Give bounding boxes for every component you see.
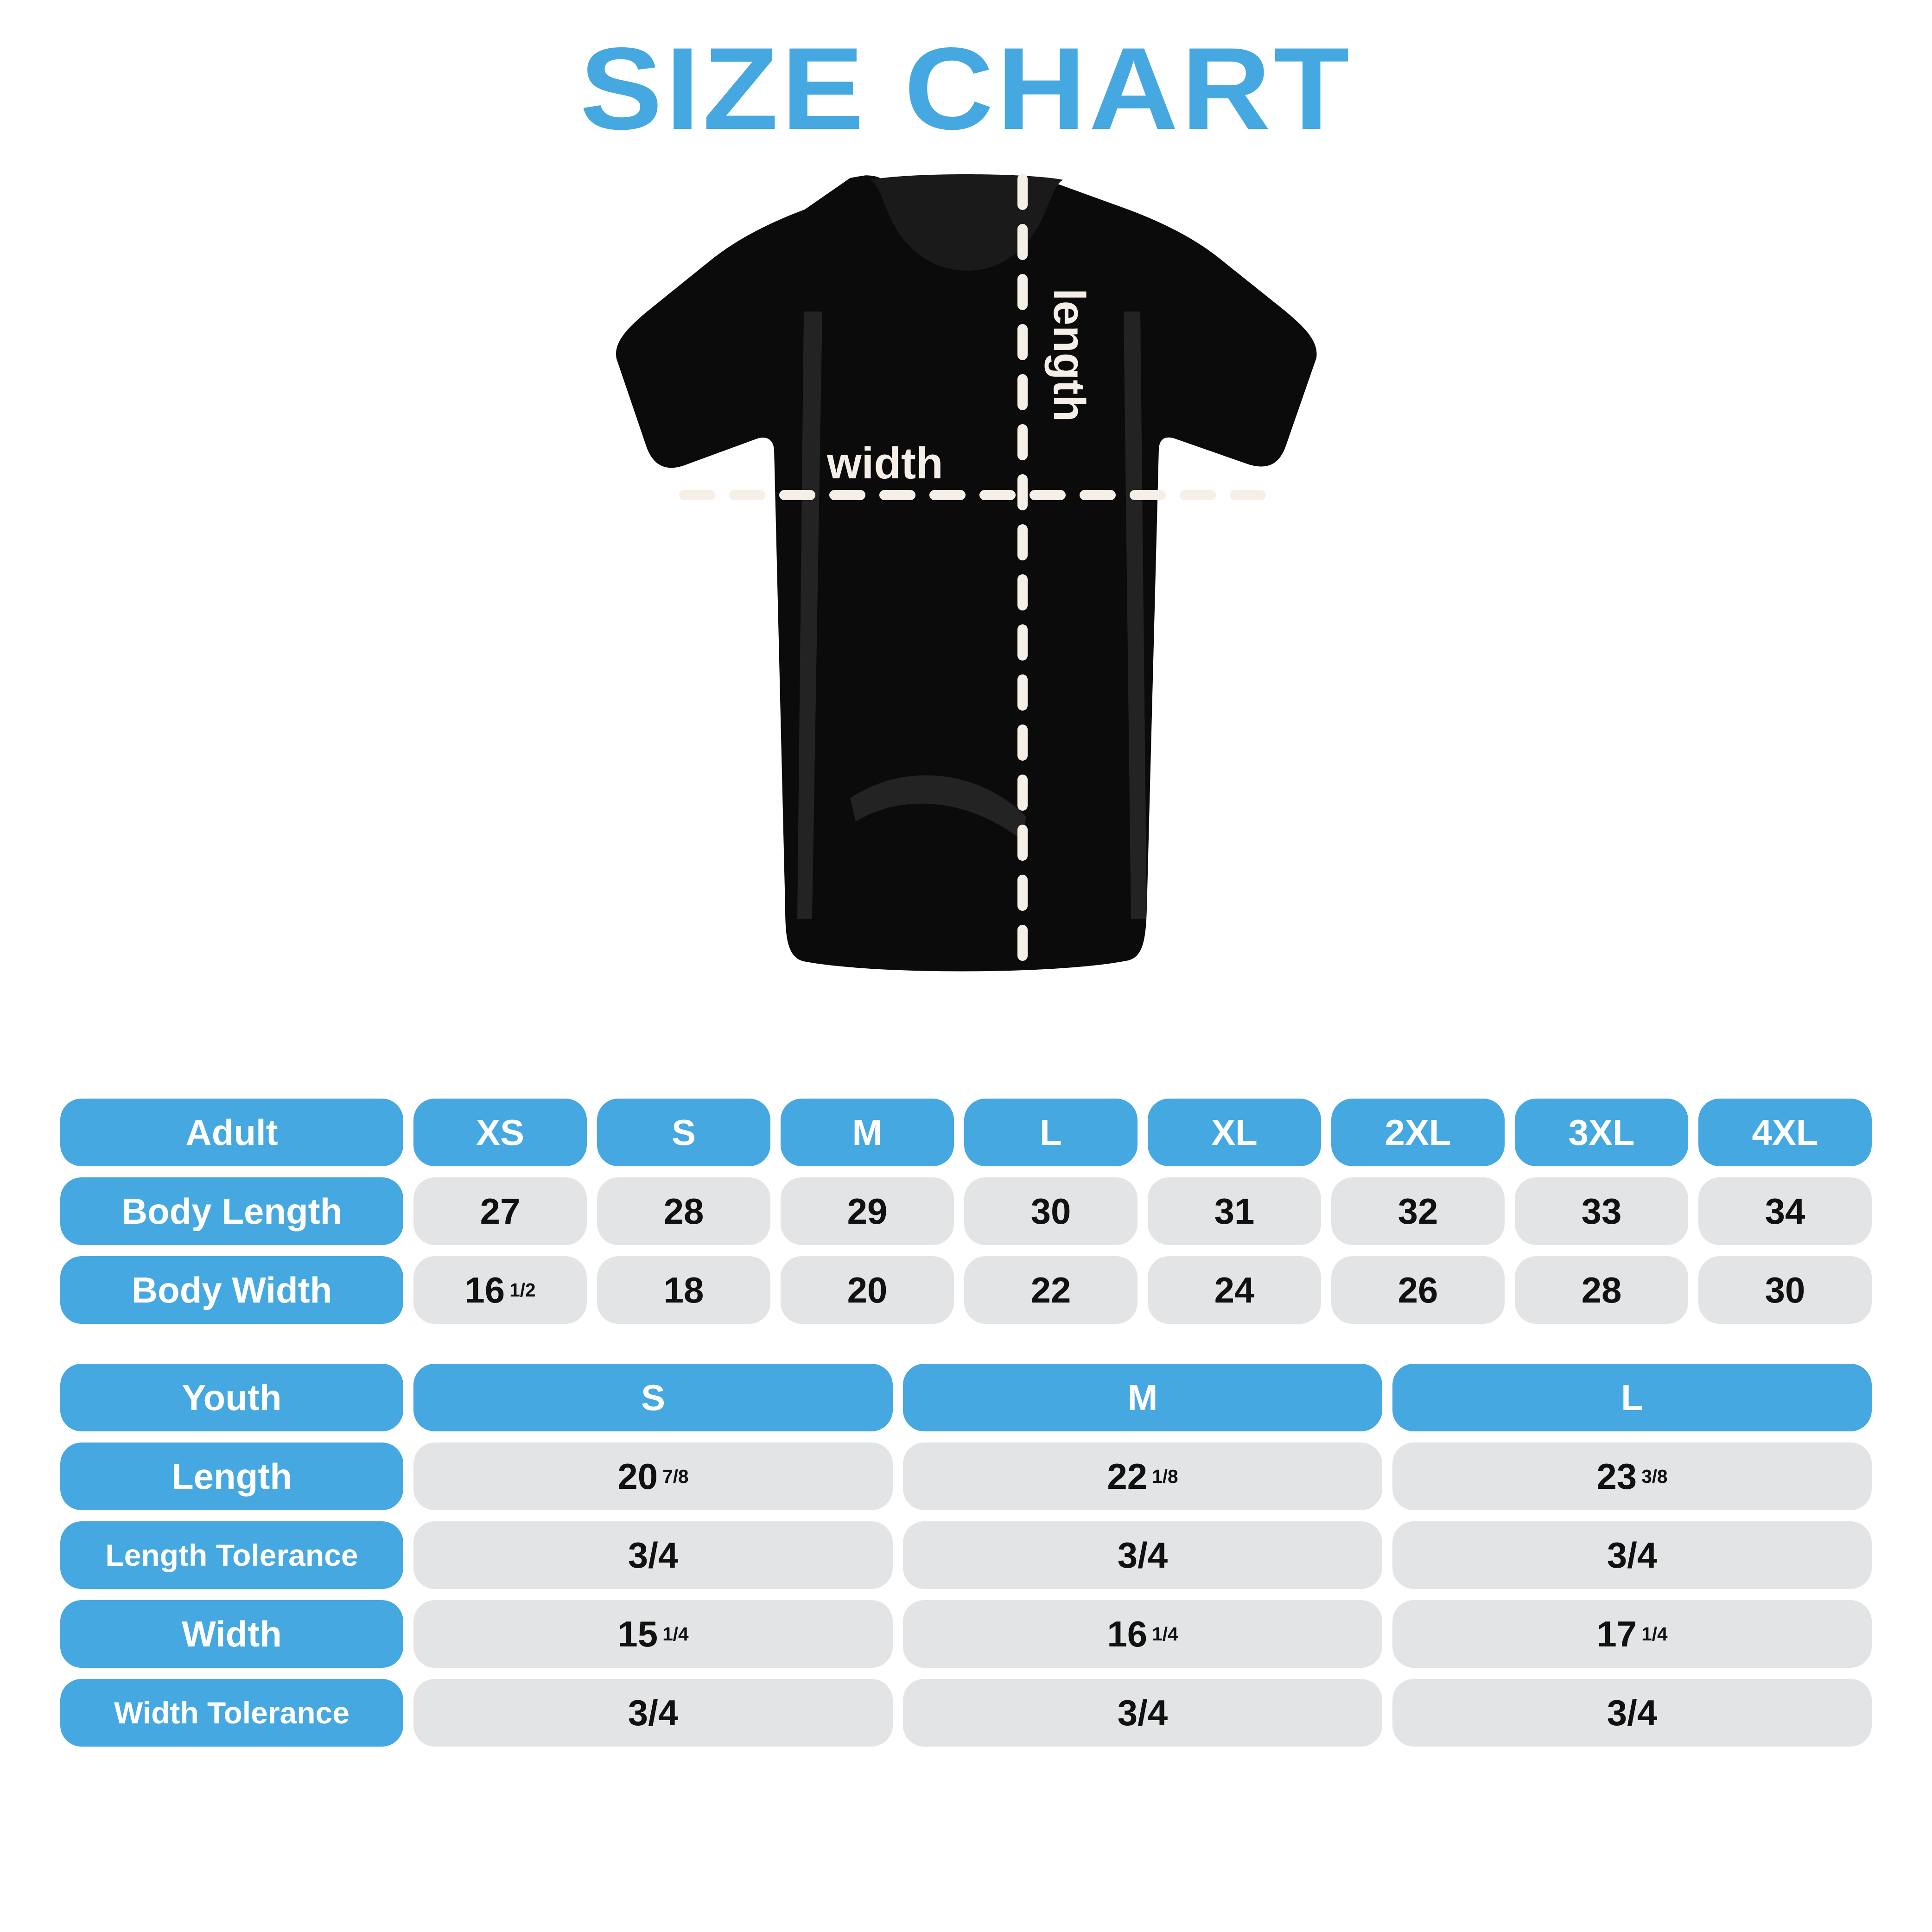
adult-body-length-xl: 31 bbox=[1148, 1177, 1321, 1245]
length-label: length bbox=[1044, 288, 1094, 422]
tshirt-fabric-folds bbox=[797, 311, 1147, 919]
youth-row-label-width: Width bbox=[60, 1600, 403, 1668]
adult-size-table: Adult XS S M L XL 2XL 3XL 4XL Body Lengt… bbox=[60, 1099, 1872, 1324]
youth-width-tolerance-s: 3/4 bbox=[413, 1679, 893, 1747]
youth-width-row: Width 15 1/4 16 1/4 17 1/4 bbox=[60, 1600, 1872, 1668]
youth-width-s: 15 1/4 bbox=[413, 1600, 893, 1668]
youth-width-tolerance-m: 3/4 bbox=[903, 1679, 1382, 1747]
adult-body-width-xs: 16 1/2 bbox=[413, 1256, 587, 1324]
youth-length-s: 20 7/8 bbox=[413, 1443, 893, 1510]
adult-body-length-l: 30 bbox=[964, 1177, 1138, 1245]
adult-header-row: Adult XS S M L XL 2XL 3XL 4XL bbox=[60, 1099, 1872, 1166]
youth-length-tolerance-s: 3/4 bbox=[413, 1521, 893, 1589]
youth-size-header-m[interactable]: M bbox=[903, 1364, 1382, 1431]
youth-size-table: Youth S M L Length 20 7/8 22 1/8 23 3/8 Len… bbox=[60, 1364, 1872, 1747]
youth-header-row: Youth S M L bbox=[60, 1364, 1872, 1431]
tshirt-silhouette bbox=[616, 170, 1317, 972]
adult-size-header-m[interactable]: M bbox=[781, 1099, 954, 1166]
tshirt-collar-inner bbox=[870, 174, 1063, 271]
youth-length-tolerance-l: 3/4 bbox=[1392, 1521, 1872, 1589]
size-tables: Adult XS S M L XL 2XL 3XL 4XL Body Lengt… bbox=[60, 1099, 1872, 1747]
adult-body-width-m: 20 bbox=[781, 1256, 954, 1324]
page-title: SIZE CHART bbox=[579, 24, 1353, 154]
adult-body-width-xl: 24 bbox=[1148, 1256, 1321, 1324]
width-label: width bbox=[826, 439, 943, 488]
adult-body-width-4xl: 30 bbox=[1698, 1256, 1872, 1324]
youth-length-tolerance-row: Length Tolerance 3/4 3/4 3/4 bbox=[60, 1521, 1872, 1589]
adult-body-length-3xl: 33 bbox=[1515, 1177, 1688, 1245]
youth-length-l: 23 3/8 bbox=[1392, 1443, 1872, 1510]
adult-size-header-l[interactable]: L bbox=[964, 1099, 1138, 1166]
adult-size-header-s[interactable]: S bbox=[597, 1099, 770, 1166]
youth-row-label-width-tolerance: Width Tolerance bbox=[60, 1679, 403, 1747]
adult-row-label-body-width: Body Width bbox=[60, 1256, 403, 1324]
adult-size-header-2xl[interactable]: 2XL bbox=[1331, 1099, 1505, 1166]
title-bar: SIZE CHART bbox=[0, 0, 1932, 147]
tshirt-illustration: width length bbox=[0, 159, 1932, 1067]
youth-width-tolerance-l: 3/4 bbox=[1392, 1679, 1872, 1747]
adult-body-length-m: 29 bbox=[781, 1177, 954, 1245]
youth-corner-label: Youth bbox=[60, 1364, 403, 1431]
adult-corner-label: Adult bbox=[60, 1099, 403, 1166]
adult-body-width-2xl: 26 bbox=[1331, 1256, 1505, 1324]
youth-width-l: 17 1/4 bbox=[1392, 1600, 1872, 1668]
youth-length-row: Length 20 7/8 22 1/8 23 3/8 bbox=[60, 1443, 1872, 1510]
youth-width-tolerance-row: Width Tolerance 3/4 3/4 3/4 bbox=[60, 1679, 1872, 1747]
adult-body-length-row: Body Length 27 28 29 30 31 32 33 34 bbox=[60, 1177, 1872, 1245]
adult-body-width-s: 18 bbox=[597, 1256, 770, 1324]
adult-size-header-3xl[interactable]: 3XL bbox=[1515, 1099, 1688, 1166]
adult-body-length-xs: 27 bbox=[413, 1177, 587, 1245]
adult-size-header-4xl[interactable]: 4XL bbox=[1698, 1099, 1872, 1166]
tshirt-svg: width length bbox=[616, 166, 1317, 980]
youth-row-label-length: Length bbox=[60, 1443, 403, 1510]
youth-length-m: 22 1/8 bbox=[903, 1443, 1382, 1510]
adult-body-width-row: Body Width 16 1/2 18 20 22 24 26 28 30 bbox=[60, 1256, 1872, 1324]
adult-body-width-3xl: 28 bbox=[1515, 1256, 1688, 1324]
adult-size-header-xl[interactable]: XL bbox=[1148, 1099, 1321, 1166]
youth-width-m: 16 1/4 bbox=[903, 1600, 1382, 1668]
adult-body-length-2xl: 32 bbox=[1331, 1177, 1505, 1245]
adult-body-width-l: 22 bbox=[964, 1256, 1138, 1324]
youth-row-label-length-tolerance: Length Tolerance bbox=[60, 1521, 403, 1589]
adult-row-label-body-length: Body Length bbox=[60, 1177, 403, 1245]
youth-length-tolerance-m: 3/4 bbox=[903, 1521, 1382, 1589]
youth-size-header-s[interactable]: S bbox=[413, 1364, 893, 1431]
adult-body-length-4xl: 34 bbox=[1698, 1177, 1872, 1245]
adult-size-header-xs[interactable]: XS bbox=[413, 1099, 587, 1166]
youth-size-header-l[interactable]: L bbox=[1392, 1364, 1872, 1431]
adult-body-length-s: 28 bbox=[597, 1177, 770, 1245]
